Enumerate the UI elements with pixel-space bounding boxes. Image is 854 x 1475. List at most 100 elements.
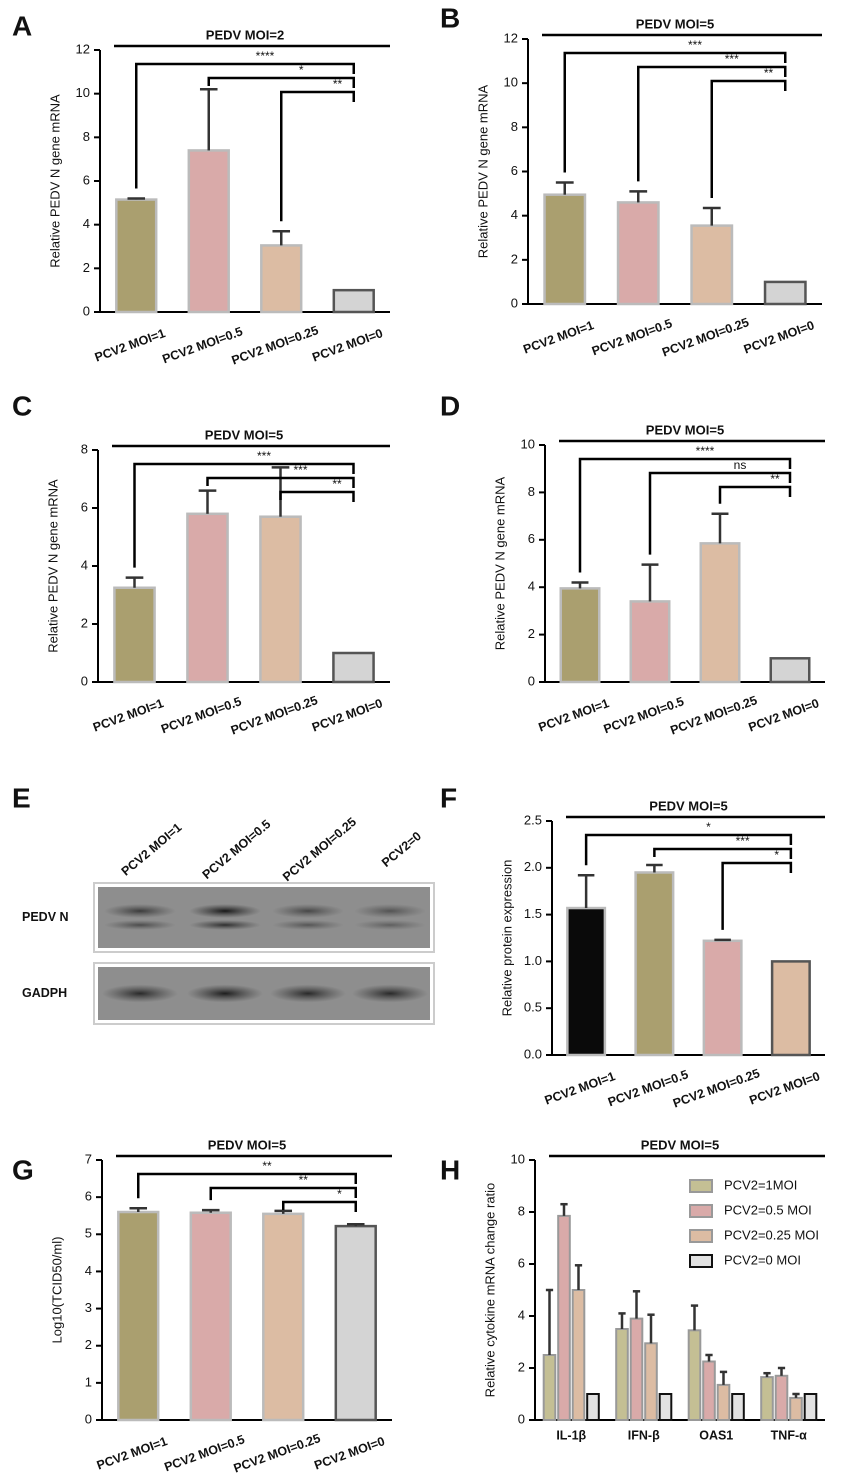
bar (186, 512, 229, 684)
bar (189, 1211, 232, 1422)
y-axis-label: Relative PEDV N gene mRNA (47, 94, 62, 268)
significance-bracket (563, 51, 787, 173)
x-tick-label: PCV2 MOI=1 (521, 318, 595, 356)
x-tick-label: PCV2 MOI=1 (537, 696, 611, 734)
chart-title: PEDV MOI=5 (205, 427, 283, 442)
significance-bracket (718, 485, 792, 504)
x-tick-label: PCV2 MOI=1 (543, 1069, 617, 1107)
significance-label: * (774, 848, 779, 862)
bar (731, 1393, 745, 1421)
y-tick-label: 4 (518, 1307, 525, 1322)
x-tick-label: OAS1 (699, 1428, 733, 1442)
y-axis-label: Relative PEDV N gene mRNA (45, 479, 60, 653)
y-tick-label: 0 (81, 673, 88, 688)
row-label: PEDV N (22, 910, 69, 924)
y-tick-label: 8 (81, 441, 88, 456)
y-tick-label: 6 (83, 172, 90, 187)
y-tick-label: 0 (528, 673, 535, 688)
x-tick-label: IFN-β (628, 1428, 660, 1442)
significance-bracket (584, 833, 793, 866)
x-tick-label: PCV2 MOI=0 (310, 326, 384, 364)
y-axis-label: Log10(TCID50/ml) (49, 1237, 64, 1344)
significance-label: ** (770, 472, 780, 486)
bar (803, 1393, 818, 1421)
y-tick-label: 10 (521, 436, 535, 451)
significance-bracket (133, 462, 355, 568)
significance-label: ** (262, 1159, 272, 1173)
x-tick-label: PCV2 MOI=1 (91, 696, 165, 734)
legend-label: PCV2=0 MOI (724, 1252, 801, 1267)
panel-label: G (12, 1154, 34, 1185)
blot-band (189, 904, 261, 918)
y-tick-label: 4 (81, 557, 88, 572)
significance-bracket (637, 65, 787, 182)
bar (760, 1376, 774, 1421)
y-tick-label: 7 (85, 1151, 92, 1166)
significance-label: *** (257, 449, 271, 463)
y-tick-label: 6 (81, 499, 88, 514)
x-tick-label: PCV2 MOI=1 (93, 326, 167, 364)
significance-bracket (710, 79, 787, 198)
chart-title: PEDV MOI=5 (641, 1137, 719, 1152)
bar (566, 906, 607, 1057)
bar (542, 1354, 557, 1421)
significance-bracket (207, 76, 355, 88)
y-tick-label: 2 (511, 251, 518, 266)
y-tick-label: 4 (511, 207, 518, 222)
significance-bracket (648, 471, 792, 555)
blot-band (187, 984, 263, 1003)
bar (789, 1396, 803, 1422)
bar (615, 1328, 629, 1421)
y-tick-label: 5 (85, 1226, 92, 1241)
significance-label: * (337, 1187, 342, 1201)
significance-bracket (137, 1172, 357, 1199)
bar (699, 542, 741, 684)
blot-band (272, 904, 344, 918)
bar (117, 1210, 160, 1422)
significance-bracket (135, 62, 355, 189)
bar (687, 1329, 702, 1422)
legend-label: PCV2=0.5 MOI (724, 1202, 812, 1217)
significance-label: ** (332, 477, 342, 491)
significance-bracket (206, 476, 355, 488)
y-tick-label: 12 (504, 30, 518, 45)
significance-bracket (279, 490, 355, 502)
y-axis-label: Relative cytokine mRNA change ratio (482, 1183, 497, 1398)
bar (559, 587, 601, 684)
bar (557, 1214, 571, 1422)
legend-swatch (689, 1254, 713, 1268)
y-tick-label: 6 (528, 531, 535, 546)
y-tick-label: 2 (528, 626, 535, 641)
legend-label: PCV2=0.25 MOI (724, 1227, 819, 1242)
blot-band (270, 984, 346, 1003)
y-tick-label: 10 (504, 75, 518, 90)
y-tick-label: 2.5 (524, 812, 542, 827)
bar (113, 586, 156, 684)
y-tick-label: 6 (85, 1189, 92, 1204)
y-tick-label: 2 (83, 260, 90, 275)
bar (763, 280, 807, 306)
y-axis-label: Relative protein expression (499, 860, 514, 1017)
significance-label: *** (688, 38, 702, 52)
lane-label: PCV2 MOI=0.25 (280, 815, 359, 884)
bar (543, 193, 587, 306)
y-tick-label: 2 (518, 1359, 525, 1374)
y-tick-label: 2 (81, 615, 88, 630)
chart-title: PEDV MOI=5 (649, 798, 727, 813)
x-tick-label: IL-1β (556, 1428, 586, 1442)
blot-band (189, 920, 261, 930)
chart-title: PEDV MOI=5 (646, 422, 724, 437)
bar (187, 149, 230, 314)
chart-title: PEDV MOI=2 (206, 27, 284, 42)
panel-label: B (440, 2, 460, 33)
y-tick-label: 0 (518, 1411, 525, 1426)
y-tick-label: 4 (83, 216, 90, 231)
y-tick-label: 0 (83, 303, 90, 318)
y-tick-label: 8 (511, 119, 518, 134)
significance-bracket (280, 90, 355, 222)
y-tick-label: 0 (85, 1411, 92, 1426)
legend-label: PCV2=1MOI (724, 1177, 797, 1192)
significance-bracket (721, 861, 793, 930)
significance-bracket (653, 847, 793, 859)
bar (332, 651, 375, 684)
